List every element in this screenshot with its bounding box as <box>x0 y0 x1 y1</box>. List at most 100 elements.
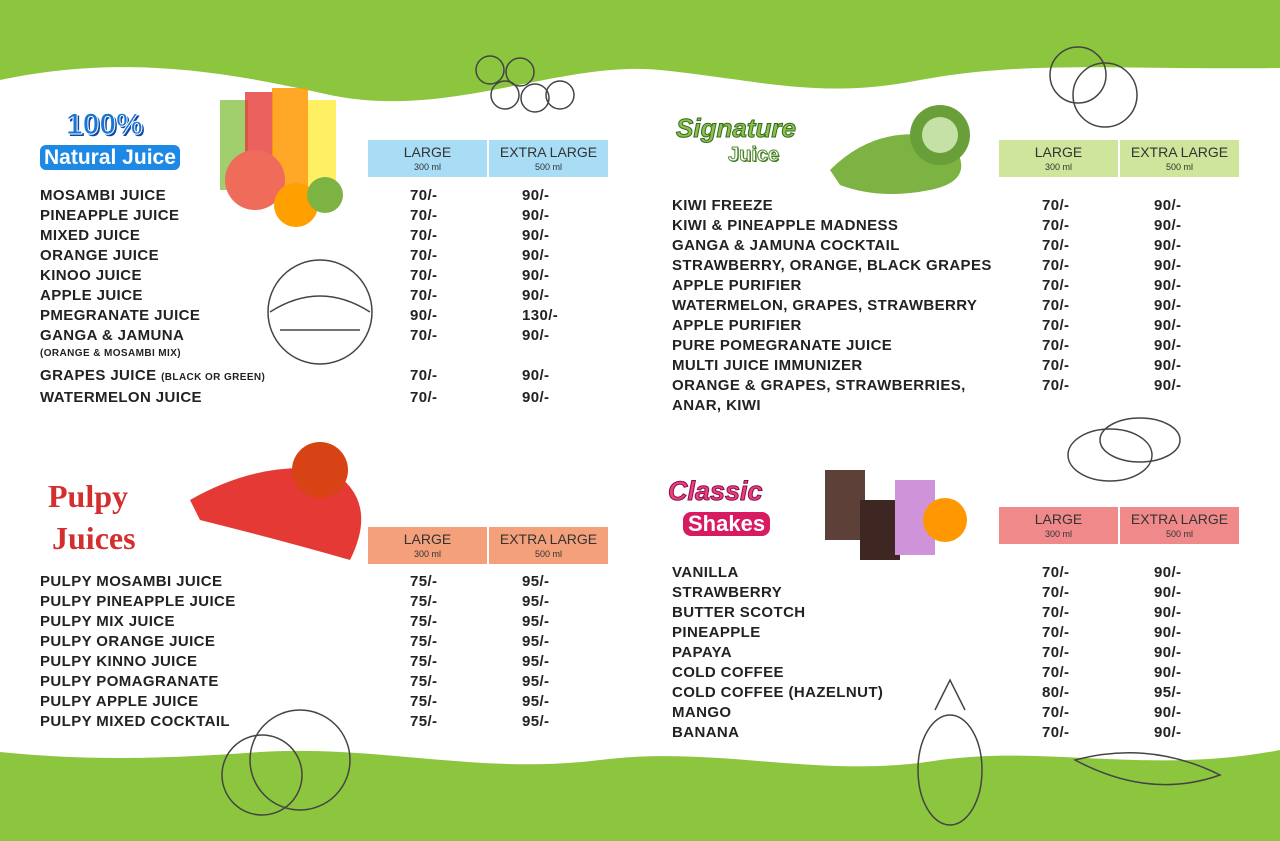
item-name-cell: VANILLA <box>672 563 1042 583</box>
price-extra-large: 90/- <box>1154 217 1182 234</box>
price-large: 75/- <box>410 653 438 670</box>
price-extra-large: 90/- <box>522 327 550 344</box>
volume-label: 300 ml <box>413 549 441 559</box>
item-name: PURE POMEGRANATE JUICE <box>672 337 893 354</box>
item-name-cell: PMEGRANATE JUICE <box>40 306 410 326</box>
item-name: PMEGRANATE JUICE <box>40 307 201 324</box>
menu-row: APPLE PURIFIER 70/- 90/- <box>672 276 1254 296</box>
price-large: 70/- <box>410 227 438 244</box>
menu-row: PMEGRANATE JUICE 90/- 130/- <box>40 306 622 326</box>
price-large: 75/- <box>410 633 438 650</box>
menu-row: STRAWBERRY 70/- 90/- <box>672 583 1254 603</box>
menu-row: PULPY POMAGRANATE 75/- 95/- <box>40 672 622 692</box>
item-name-cell: GANGA & JAMUNA (ORANGE & MOSAMBI MIX) <box>40 326 410 366</box>
price-extra-large: 90/- <box>522 227 550 244</box>
price-large: 70/- <box>1042 217 1070 234</box>
price-large: 70/- <box>1042 604 1070 621</box>
menu-row: PULPY PINEAPPLE JUICE 75/- 95/- <box>40 592 622 612</box>
item-name-cell: KIWI & PINEAPPLE MADNESS <box>672 216 1002 236</box>
item-name-cell: BANANA <box>672 723 1042 743</box>
item-name: KINOO JUICE <box>40 267 142 284</box>
item-name-cell: PULPY MIX JUICE <box>40 612 410 632</box>
price-large: 70/- <box>1042 584 1070 601</box>
item-name: KIWI FREEZE <box>672 197 774 214</box>
size-label: EXTRA LARGE <box>1130 511 1229 527</box>
menu-row: MOSAMBI JUICE 70/- 90/- <box>40 186 622 206</box>
item-name-cell: MULTI JUICE IMMUNIZER <box>672 356 1002 376</box>
item-name-cell: PAPAYA <box>672 643 1042 663</box>
item-name-cell: APPLE PURIFIER <box>672 316 1002 336</box>
price-large: 70/- <box>410 247 438 264</box>
item-name-cell: PINEAPPLE <box>672 623 1042 643</box>
photos <box>190 88 970 560</box>
price-large: 70/- <box>1042 297 1070 314</box>
item-name-cell: MIXED JUICE <box>40 226 410 246</box>
price-extra-large: 95/- <box>522 573 550 590</box>
price-extra-large: 95/- <box>522 593 550 610</box>
price-extra-large: 90/- <box>522 287 550 304</box>
item-name: COLD COFFEE <box>672 664 784 681</box>
menu-row: KIWI & PINEAPPLE MADNESS 70/- 90/- <box>672 216 1254 236</box>
price-extra-large: 90/- <box>1154 237 1182 254</box>
size-box: EXTRA LARGE 500 ml <box>1120 507 1239 544</box>
price-large: 70/- <box>1042 644 1070 661</box>
price-extra-large: 90/- <box>1154 644 1182 661</box>
price-large: 70/- <box>1042 277 1070 294</box>
item-name: GANGA & JAMUNA <box>40 327 185 344</box>
menu-row: WATERMELON, GRAPES, STRAWBERRY 70/- 90/- <box>672 296 1254 316</box>
item-name: GRAPES JUICE <box>40 367 157 384</box>
menu-row: APPLE JUICE 70/- 90/- <box>40 286 622 306</box>
size-label: LARGE <box>1034 511 1083 527</box>
item-name: PULPY POMAGRANATE <box>40 673 219 690</box>
price-large: 70/- <box>1042 564 1070 581</box>
price-extra-large: 95/- <box>1154 684 1182 701</box>
menu-row: ORANGE JUICE 70/- 90/- <box>40 246 622 266</box>
price-extra-large: 90/- <box>1154 337 1182 354</box>
item-name-cell: PULPY ORANGE JUICE <box>40 632 410 652</box>
item-name: MANGO <box>672 704 732 721</box>
item-name: APPLE PURIFIER <box>672 277 802 294</box>
item-name-cell: KINOO JUICE <box>40 266 410 286</box>
price-extra-large: 90/- <box>1154 564 1182 581</box>
menu-row: PULPY MIXED COCKTAIL 75/- 95/- <box>40 712 622 732</box>
menu-row: ORANGE & GRAPES, STRAWBERRIES, ANAR, KIW… <box>672 376 1254 416</box>
price-large: 70/- <box>1042 237 1070 254</box>
price-large: 70/- <box>410 389 438 406</box>
price-large: 70/- <box>1042 357 1070 374</box>
price-large: 70/- <box>410 267 438 284</box>
item-name: PULPY APPLE JUICE <box>40 693 199 710</box>
item-name-cell: MOSAMBI JUICE <box>40 186 410 206</box>
price-extra-large: 90/- <box>1154 604 1182 621</box>
size-header: LARGE 300 ml EXTRA LARGE 500 ml <box>368 527 608 564</box>
menu-row: PINEAPPLE JUICE 70/- 90/- <box>40 206 622 226</box>
size-label: EXTRA LARGE <box>1130 144 1229 160</box>
menu-row: PAPAYA 70/- 90/- <box>672 643 1254 663</box>
size-box: LARGE 300 ml <box>368 140 487 177</box>
price-extra-large: 90/- <box>1154 724 1182 741</box>
menu-row: PULPY APPLE JUICE 75/- 95/- <box>40 692 622 712</box>
price-large: 70/- <box>1042 337 1070 354</box>
menu-row: COLD COFFEE 70/- 90/- <box>672 663 1254 683</box>
section-title: Shakes <box>683 512 771 536</box>
size-label: LARGE <box>403 144 452 160</box>
price-extra-large: 90/- <box>1154 197 1182 214</box>
volume-label: 500 ml <box>1165 162 1193 172</box>
price-large: 90/- <box>410 307 438 324</box>
item-name-cell: ORANGE & GRAPES, STRAWBERRIES, ANAR, KIW… <box>672 376 1002 416</box>
price-extra-large: 95/- <box>522 673 550 690</box>
price-extra-large: 90/- <box>1154 357 1182 374</box>
price-extra-large: 90/- <box>1154 664 1182 681</box>
price-large: 70/- <box>1042 197 1070 214</box>
wave-panel <box>0 67 1280 767</box>
size-box: EXTRA LARGE 500 ml <box>489 527 608 564</box>
item-name-cell: GRAPES JUICE (BLACK OR GREEN) <box>40 366 410 388</box>
price-extra-large: 90/- <box>1154 257 1182 274</box>
item-name-cell: MANGO <box>672 703 1042 723</box>
menu-row: COLD COFFEE (HAZELNUT) 80/- 95/- <box>672 683 1254 703</box>
item-name-cell: STRAWBERRY <box>672 583 1042 603</box>
size-header: LARGE 300 ml EXTRA LARGE 500 ml <box>999 507 1239 544</box>
price-extra-large: 90/- <box>1154 277 1182 294</box>
item-name-cell: COLD COFFEE <box>672 663 1042 683</box>
price-extra-large: 90/- <box>1154 704 1182 721</box>
